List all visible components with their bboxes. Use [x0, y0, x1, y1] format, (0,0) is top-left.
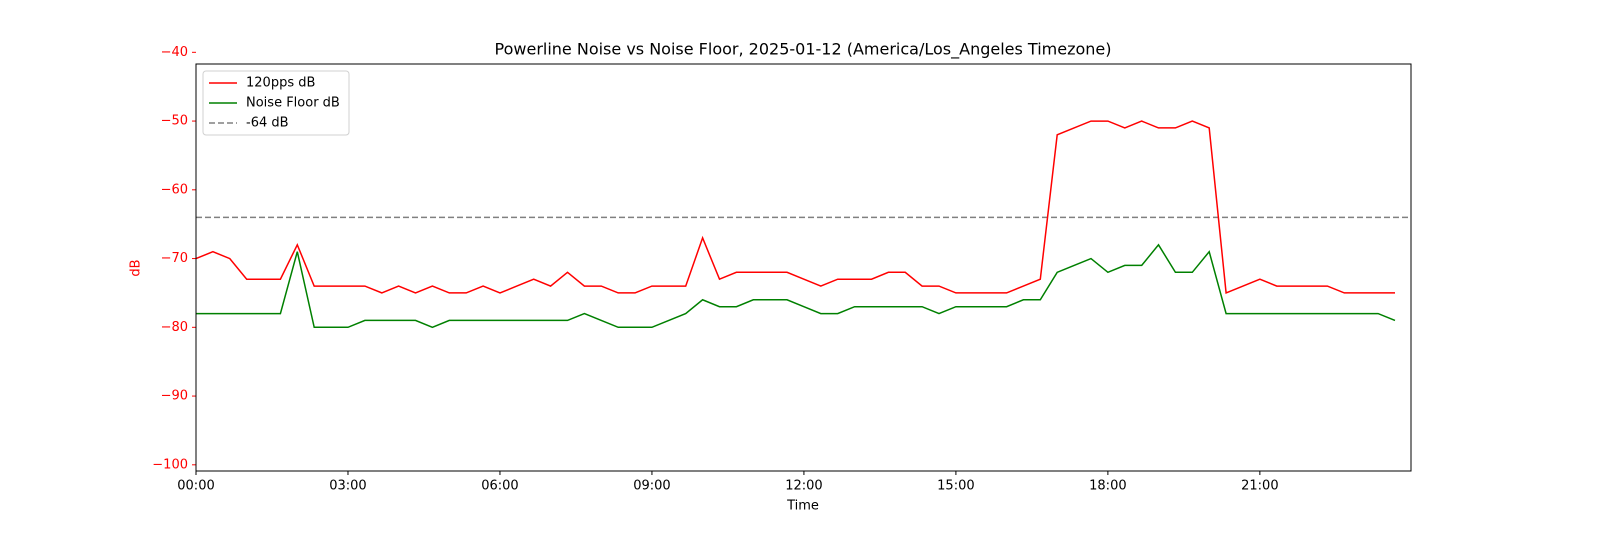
- legend-label: Noise Floor dB: [246, 96, 340, 111]
- x-tick-label: 12:00: [785, 479, 822, 494]
- plot-frame: [195, 63, 1412, 472]
- x-tick-label: 15:00: [937, 479, 974, 494]
- y-tick-label: −100: [152, 457, 188, 472]
- y-tick-label: −90: [161, 389, 188, 404]
- x-tick-label: 00:00: [177, 479, 214, 494]
- x-tick-label: 21:00: [1241, 479, 1278, 494]
- y-tick-label: −60: [161, 182, 188, 197]
- series-line: [196, 243, 1396, 329]
- x-axis-label: Time: [786, 499, 819, 514]
- x-tick-label: 03:00: [329, 479, 366, 494]
- x-tick-label: 06:00: [481, 479, 518, 494]
- y-tick-label: −80: [161, 320, 188, 335]
- y-axis-label: dB: [129, 259, 144, 276]
- x-tick-label: 18:00: [1089, 479, 1126, 494]
- legend-label: 120pps dB: [246, 76, 315, 91]
- series-line: [195, 120, 1395, 294]
- y-tick-label: −70: [161, 251, 188, 266]
- legend-box: [202, 70, 350, 136]
- legend-label: -64 dB: [246, 116, 289, 131]
- chart-title: Powerline Noise vs Noise Floor, 2025-01-…: [495, 40, 1112, 60]
- x-tick-label: 09:00: [633, 479, 670, 494]
- y-tick-label: −40: [161, 45, 188, 60]
- y-tick-label: −50: [161, 114, 188, 129]
